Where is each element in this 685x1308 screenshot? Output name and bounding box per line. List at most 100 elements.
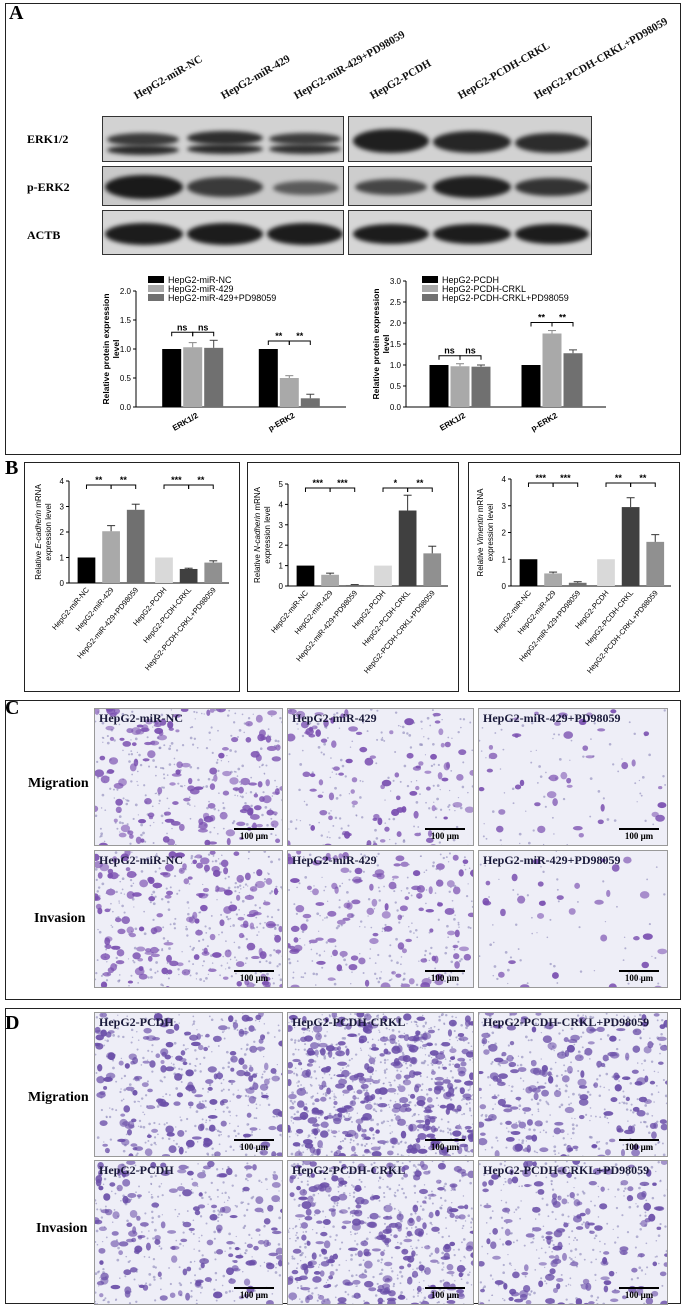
blot-actb-right [348,210,592,255]
scale-bar: 100 μm [425,970,465,983]
y-tick-label: 4 [279,500,284,509]
y-tick-label: 1.0 [390,361,402,370]
bar [450,366,470,407]
cell-texture [288,1161,473,1304]
bar [423,553,442,586]
bar [183,347,203,407]
scale-bar: 100 μm [234,1287,274,1300]
scale-bar-label: 100 μm [239,973,269,983]
y-tick-label: 0.5 [390,382,402,391]
bar [204,347,224,407]
sig-bracket [192,331,215,337]
bar [563,353,583,407]
sig-label: ns [444,346,455,356]
sig-label: ** [120,475,128,485]
cell-texture [95,709,282,845]
scale-bar-line [619,970,659,972]
scale-bar-line [425,828,465,830]
sig-bracket [382,487,409,492]
bar [321,574,339,586]
cell-texture [479,709,667,845]
y-tick-label: 1.0 [120,345,132,354]
y-tick-label: 1 [502,555,507,564]
y-axis-label: Relative N-cadherin mRNAexpression level [253,486,272,583]
sig-label: *** [171,475,182,485]
scale-bar-label: 100 μm [624,1290,654,1300]
micrograph-title: HepG2-PCDH [99,1015,174,1029]
y-tick-label: 3 [502,502,507,511]
scale-bar: 100 μm [619,828,659,841]
cell-texture [479,851,667,987]
sig-label: ns [177,322,188,332]
micrograph-title: HepG2-PCDH-CRKL+PD98059 [483,1015,650,1029]
blot-row-label: ERK1/2 [27,132,69,146]
bar [621,507,640,586]
bar [544,573,562,586]
sig-label: *** [313,478,324,488]
legend-swatch [148,276,164,283]
y-tick-label: 2 [279,541,284,550]
y-tick-label: 1 [60,554,65,563]
scale-bar: 100 μm [234,970,274,983]
sig-bracket [459,355,482,360]
sig-bracket [552,482,579,487]
blot-row-label: p-ERK2 [27,180,70,194]
panel-a-label: A [9,2,24,24]
blot-perk2-right [348,166,592,206]
scale-bar-line [425,1139,465,1141]
y-tick-label: 2.0 [390,319,402,328]
panel-a [5,3,681,455]
sig-label: ** [296,331,304,341]
bar [258,349,278,407]
sig-bracket [605,482,632,487]
bar [374,565,392,586]
scale-bar-line [425,1287,465,1289]
y-tick-label: 1 [279,562,284,571]
blot-row-label: ACTB [27,228,61,242]
micrograph-title: HepG2-PCDH-CRKL [292,1015,406,1029]
sig-label: *** [337,478,348,488]
micrograph: HepG2-PCDH-CRKL 100 μm [287,1160,474,1305]
panel-b-box-1 [24,462,240,692]
scale-bar: 100 μm [234,1139,274,1152]
bar [542,333,562,407]
sig-label: *** [536,473,547,483]
micrograph: HepG2-PCDH-CRKL+PD98059 100 μm [478,1160,668,1305]
row-label-migration: Migration [28,1090,89,1105]
micrograph-title: HepG2-miR-NC [99,711,183,725]
panel-b-box-3 [468,462,680,692]
sig-label: ** [538,313,546,323]
y-axis-label: Relative Vimentin mRNAexpression level [476,488,495,577]
panel-d-label: D [5,1012,20,1034]
sig-bracket [530,322,553,327]
panel-c [5,700,681,1000]
micrograph-title: HepG2-miR-429+PD98059 [483,853,621,867]
bar [126,509,145,583]
cell-texture [288,1013,473,1156]
bar [345,584,364,586]
scale-bar: 100 μm [619,970,659,983]
cell-texture [288,851,473,987]
scale-bar-label: 100 μm [430,1290,460,1300]
cell-texture [95,851,282,987]
scale-bar-line [619,1139,659,1141]
sig-label: *** [560,473,571,483]
y-tick-label: 0.5 [120,374,132,383]
cell-texture [479,1161,667,1304]
micrograph: HepG2-miR-429+PD98059 100 μm [478,850,668,988]
cell-texture [95,1161,282,1304]
micrograph: HepG2-PCDH-CRKL 100 μm [287,1012,474,1157]
sig-bracket [110,484,137,489]
row-label-invasion: Invasion [36,1221,88,1236]
x-tick-label: p-ERK2 [529,411,559,434]
bar [296,565,315,586]
sig-label: ** [95,475,103,485]
y-tick-label: 1.5 [120,316,132,325]
sig-label: ns [198,322,209,332]
scale-bar-label: 100 μm [430,973,460,983]
sig-bracket [171,331,194,337]
x-tick-label: ERK1/2 [171,411,200,433]
blot-erk12-right [348,116,592,162]
sig-label: ** [416,478,424,488]
sig-bracket [527,482,554,487]
